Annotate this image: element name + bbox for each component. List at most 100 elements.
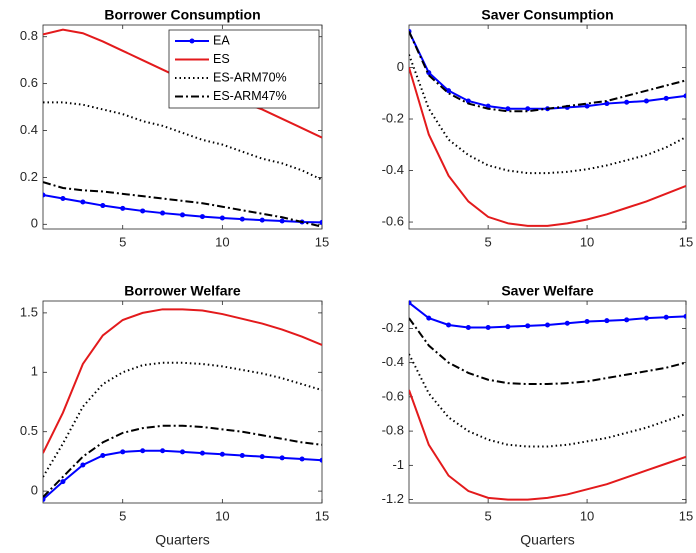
y-tick-label: -0.2 bbox=[382, 110, 404, 125]
point bbox=[446, 88, 452, 94]
point bbox=[120, 205, 126, 211]
lines bbox=[409, 300, 686, 501]
y-tick-label: 0.6 bbox=[20, 75, 38, 90]
point bbox=[624, 99, 630, 105]
subplot: 5 10 15 -1.2 -1 -0.8 -0.6 -0.4 -0.2 Saver Welfare… bbox=[382, 283, 694, 548]
point bbox=[545, 322, 550, 328]
point bbox=[43, 192, 46, 198]
subplot-title: Saver Welfare bbox=[501, 283, 594, 299]
point bbox=[100, 452, 106, 458]
legend-label: ES-ARM70% bbox=[213, 70, 287, 84]
point bbox=[239, 452, 245, 458]
point bbox=[409, 300, 412, 306]
x-tick-label: 15 bbox=[679, 508, 693, 523]
series-line bbox=[409, 317, 686, 386]
y-tick-label: -0.4 bbox=[382, 354, 404, 369]
y-tick-label: 0 bbox=[31, 216, 38, 231]
point bbox=[319, 219, 322, 225]
point bbox=[259, 454, 265, 460]
y-tick-label: -1 bbox=[392, 457, 404, 472]
point bbox=[564, 320, 570, 326]
x-tick-label: 5 bbox=[119, 508, 126, 523]
point bbox=[525, 106, 531, 112]
point bbox=[319, 457, 322, 463]
point bbox=[643, 98, 649, 104]
point bbox=[160, 210, 166, 216]
point bbox=[60, 196, 66, 202]
x-tick-label: 15 bbox=[315, 508, 329, 523]
subplot: 5 10 15 0 0.2 0.4 0.6 0.8 Borrower Consumption EA… bbox=[20, 7, 329, 250]
point bbox=[219, 451, 225, 457]
plot-area bbox=[408, 300, 687, 504]
y-tick-label: 0.2 bbox=[20, 169, 38, 184]
point bbox=[160, 448, 166, 454]
x-tick-label: 10 bbox=[580, 508, 594, 523]
series-line bbox=[43, 361, 322, 478]
series-line bbox=[409, 67, 686, 227]
y-tick-label: -0.6 bbox=[382, 213, 404, 228]
x-tick-label: 5 bbox=[485, 508, 492, 523]
series-line bbox=[409, 389, 686, 501]
plot-area bbox=[42, 300, 323, 504]
point bbox=[180, 449, 185, 455]
y-tick-label: -0.8 bbox=[382, 423, 404, 438]
point bbox=[60, 479, 66, 485]
y-tick-label: 0.4 bbox=[20, 122, 38, 137]
point bbox=[219, 215, 225, 221]
series-line bbox=[43, 181, 322, 228]
x-tick-label: 15 bbox=[315, 234, 329, 249]
series-line bbox=[409, 353, 686, 448]
x-tick-label: 5 bbox=[485, 234, 492, 249]
point bbox=[505, 106, 511, 112]
y-tick-label: 1.5 bbox=[20, 304, 38, 319]
point bbox=[80, 199, 86, 205]
point bbox=[100, 203, 106, 209]
y-tick-label: -1.2 bbox=[382, 491, 404, 506]
point bbox=[663, 314, 669, 320]
point bbox=[525, 323, 531, 329]
point bbox=[259, 217, 265, 223]
legend-marker bbox=[189, 38, 195, 44]
point bbox=[683, 93, 686, 99]
x-tick-label: 10 bbox=[580, 234, 594, 249]
point bbox=[584, 103, 590, 109]
y-tick-label: 0.5 bbox=[20, 423, 38, 438]
point bbox=[140, 448, 146, 454]
y-tick-label: 0 bbox=[397, 59, 404, 74]
y-tick-label: -0.6 bbox=[382, 388, 404, 403]
point bbox=[604, 318, 610, 324]
legend-label: ES-ARM47% bbox=[213, 89, 287, 103]
point bbox=[465, 325, 471, 331]
point bbox=[279, 455, 285, 461]
series-line bbox=[43, 424, 322, 498]
point bbox=[683, 313, 686, 319]
point bbox=[279, 218, 285, 224]
point bbox=[505, 324, 511, 330]
legend-label: ES bbox=[213, 52, 230, 66]
point bbox=[624, 317, 630, 323]
x-tick-label: 10 bbox=[215, 508, 229, 523]
subplot-title: Borrower Consumption bbox=[104, 7, 260, 23]
point bbox=[485, 325, 491, 331]
point bbox=[426, 315, 432, 321]
point bbox=[604, 101, 610, 107]
point bbox=[299, 456, 305, 462]
point bbox=[140, 208, 146, 214]
point bbox=[120, 449, 126, 455]
legend-box bbox=[168, 29, 320, 109]
subplot: 5 10 15 -0.6 -0.4 -0.2 0 Saver Consumption bbox=[382, 7, 694, 250]
x-axis-label: Quarters bbox=[520, 532, 574, 548]
series-line bbox=[409, 31, 686, 113]
point bbox=[80, 462, 86, 468]
x-tick-label: 5 bbox=[119, 234, 126, 249]
lines bbox=[43, 308, 322, 502]
x-axis-label: Quarters bbox=[155, 532, 209, 548]
y-tick-label: -0.2 bbox=[382, 320, 404, 335]
plot-area bbox=[408, 24, 687, 230]
point bbox=[180, 212, 185, 218]
point bbox=[199, 214, 205, 220]
point bbox=[643, 315, 649, 321]
point bbox=[584, 319, 590, 325]
y-tick-label: 0.8 bbox=[20, 28, 38, 43]
